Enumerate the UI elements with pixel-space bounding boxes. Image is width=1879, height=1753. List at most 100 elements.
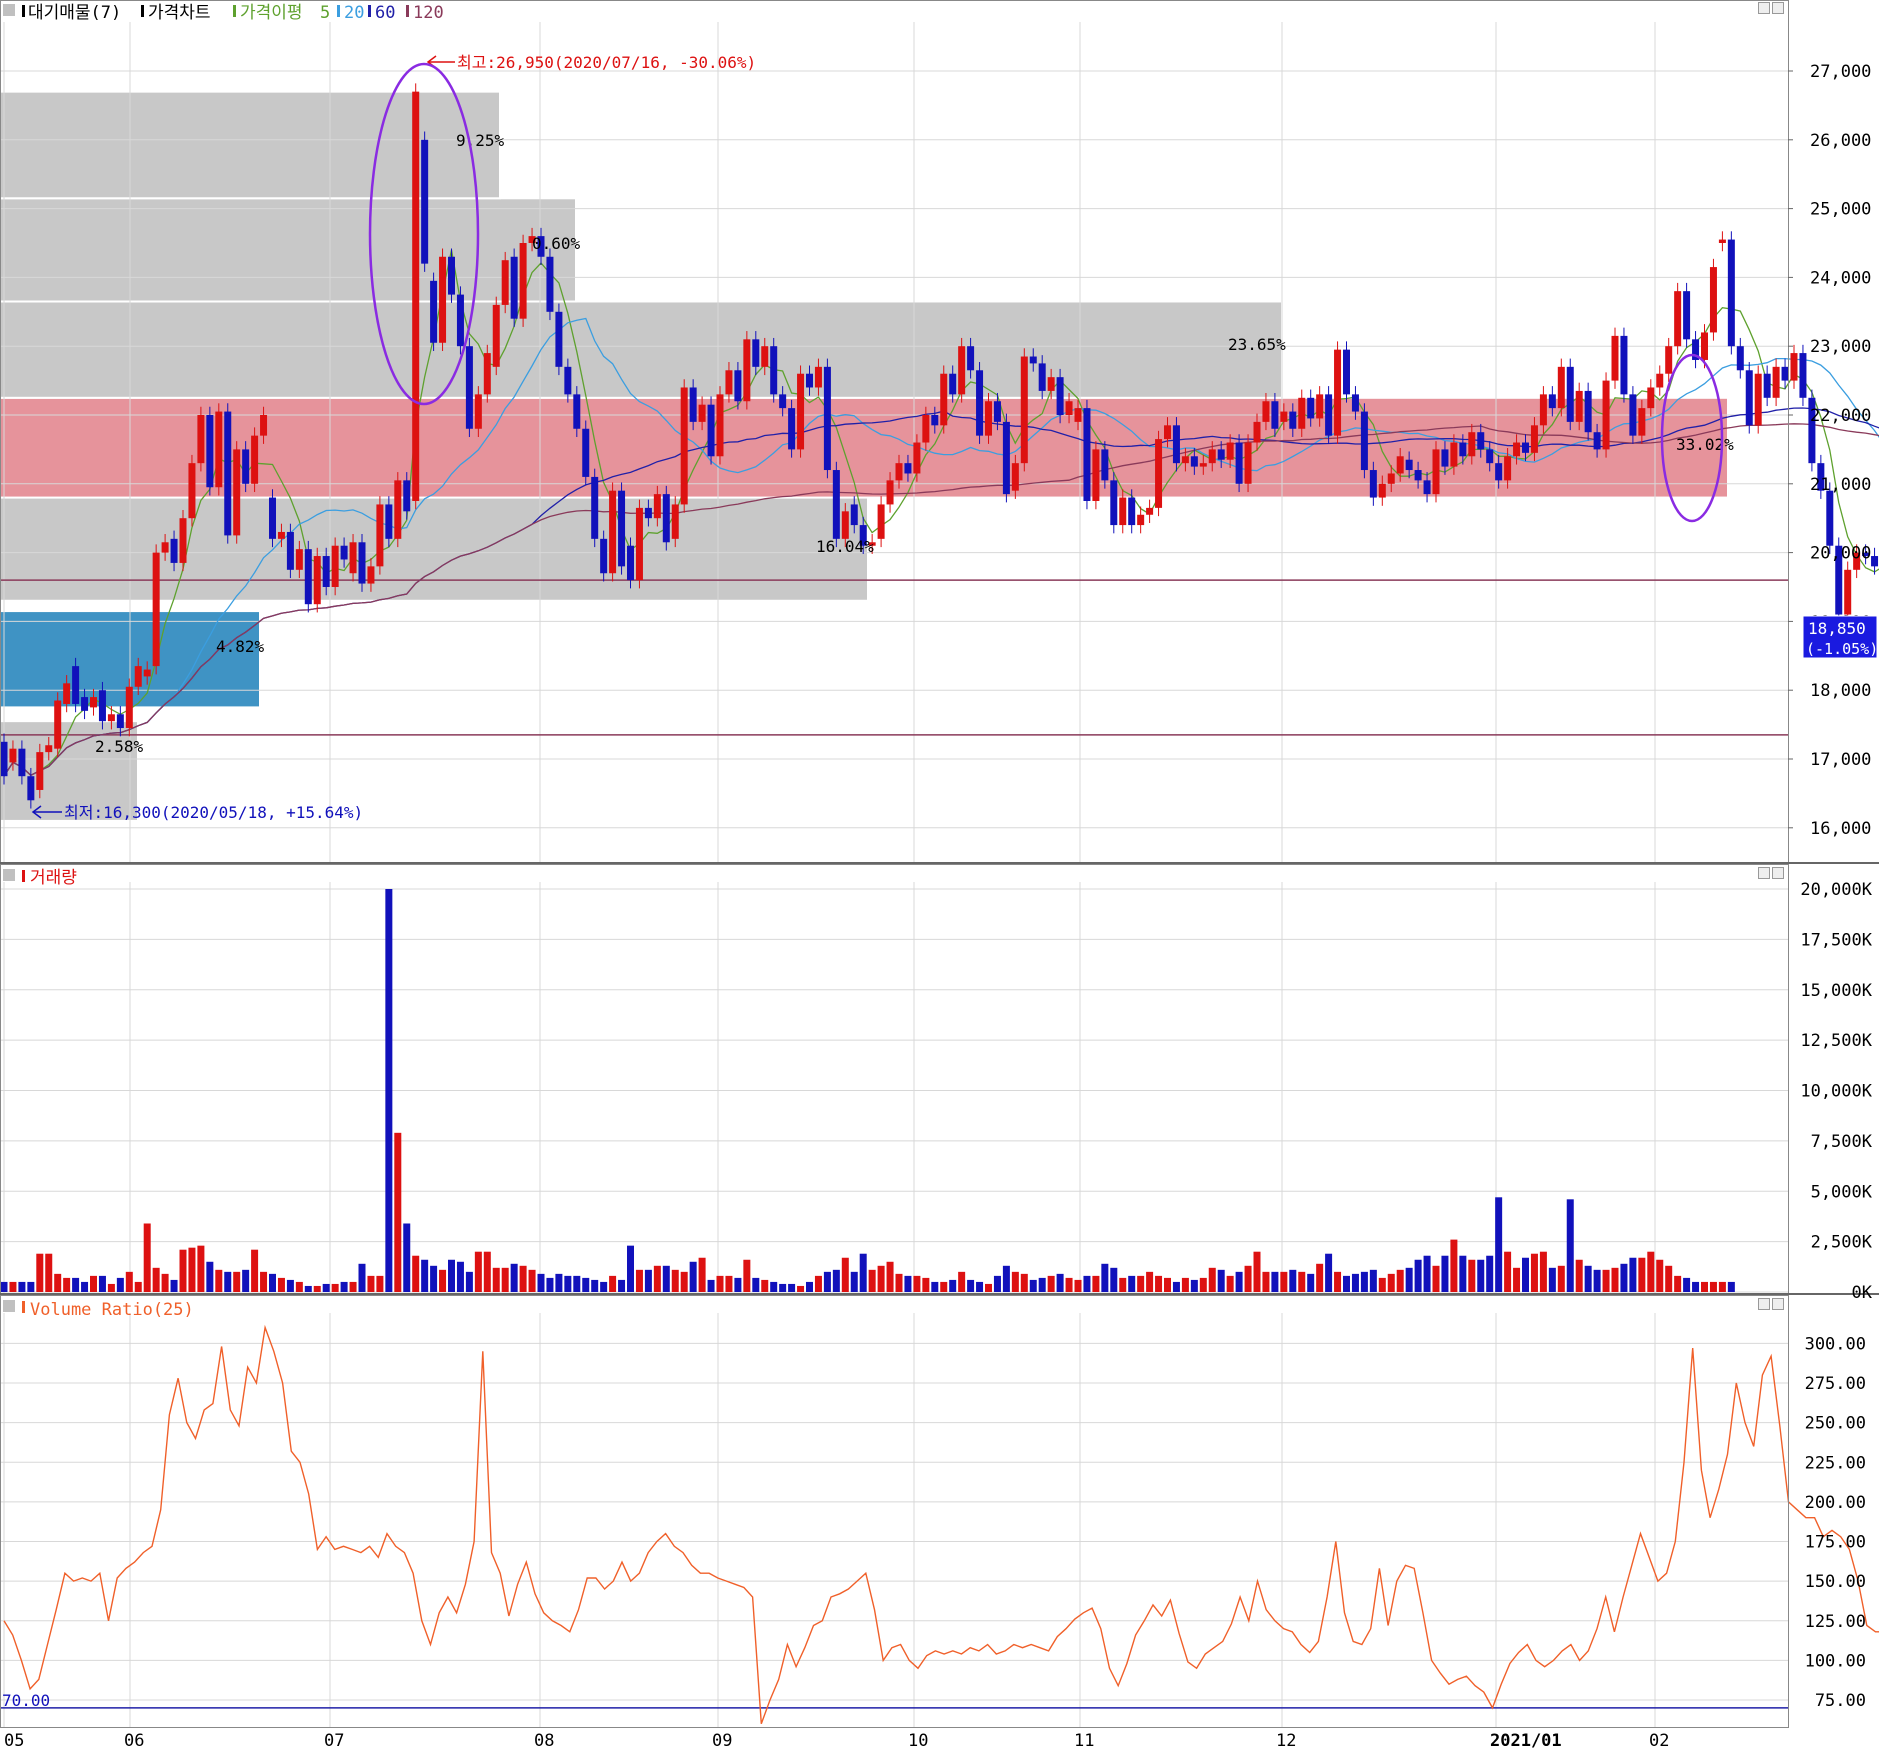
volume-bars-layer xyxy=(0,889,1735,1292)
candle-body xyxy=(81,697,89,711)
volume-bar xyxy=(412,1255,420,1292)
candle-body xyxy=(313,556,321,605)
legend-ma5[interactable]: 5 xyxy=(320,3,330,23)
candle-body xyxy=(170,538,178,563)
legend-volume-profile[interactable]: 대기매물(7) xyxy=(28,3,121,23)
volume-profile-bar xyxy=(0,720,139,822)
volume-y-tick-label: 15,000K xyxy=(1800,981,1872,1001)
volume-bar xyxy=(81,1281,89,1292)
candle-body xyxy=(1826,490,1834,546)
volume-bar xyxy=(170,1279,178,1292)
volume-bar xyxy=(1414,1259,1422,1292)
candle-body xyxy=(1110,480,1118,526)
candle-body xyxy=(1119,497,1127,526)
volume-bar xyxy=(868,1269,876,1292)
candle-body xyxy=(582,428,590,477)
legend-ma120[interactable]: 120 xyxy=(413,3,444,23)
volume-profile-bar xyxy=(0,300,1283,399)
volume-bar xyxy=(483,1251,491,1292)
volume-bar xyxy=(1504,1251,1512,1292)
x-tick-label: 11 xyxy=(1074,1731,1094,1751)
legend-ma-label[interactable]: 가격이평 xyxy=(240,3,303,23)
high-annotation: 최고:26,950(2020/07/16, -30.06%) xyxy=(426,53,756,72)
volume-bar xyxy=(1271,1271,1279,1292)
volume-bar xyxy=(215,1269,223,1292)
candle-body xyxy=(1441,449,1449,467)
panel2-minimize-icon[interactable] xyxy=(1758,867,1770,879)
candle-body xyxy=(125,686,133,729)
candle-body xyxy=(474,394,482,429)
candle-body xyxy=(322,556,330,587)
volume-bar xyxy=(233,1271,241,1292)
volume-y-tick-label: 0K xyxy=(1852,1283,1873,1303)
candle-body xyxy=(761,346,769,367)
volume-bar xyxy=(573,1275,581,1292)
volume-bar xyxy=(1217,1269,1225,1292)
volume-bar xyxy=(1119,1277,1127,1292)
volume-bar xyxy=(895,1273,903,1292)
volume-bar xyxy=(886,1261,894,1292)
volume-bar xyxy=(1638,1257,1646,1292)
candle-body xyxy=(1495,463,1503,481)
candle-body xyxy=(45,745,53,753)
candle-body xyxy=(1718,239,1726,243)
ratio-y-tick-label: 125.00 xyxy=(1805,1612,1866,1632)
volume-bar xyxy=(1522,1257,1529,1292)
candle-body xyxy=(1656,373,1664,388)
legend-ma20[interactable]: 20 xyxy=(344,3,364,23)
candle-body xyxy=(1146,507,1154,515)
candle-body xyxy=(1557,366,1565,409)
volume-bar xyxy=(474,1251,482,1292)
volume-bar xyxy=(161,1273,169,1292)
candle-body xyxy=(1844,569,1852,615)
panel1-close-icon[interactable] xyxy=(1772,2,1784,14)
low-price-label: 최저:16,300(2020/05/18, +15.64%) xyxy=(64,803,363,822)
candle-body xyxy=(1835,545,1843,615)
volume-bar xyxy=(1101,1263,1109,1292)
volume-bar xyxy=(1593,1269,1601,1292)
candle-body xyxy=(1530,425,1538,453)
volume-bar xyxy=(734,1277,742,1292)
candle-body xyxy=(90,697,97,708)
volume-bar xyxy=(1289,1269,1297,1292)
volume-bar xyxy=(1566,1199,1574,1292)
candle-body xyxy=(1754,373,1762,426)
candle-body xyxy=(1002,421,1010,495)
candle-body xyxy=(1396,456,1404,474)
volume-bar xyxy=(1190,1279,1198,1292)
volume-bar xyxy=(394,1132,402,1292)
candle-body xyxy=(1602,380,1610,450)
candle-body xyxy=(456,294,464,347)
volume-bar xyxy=(116,1277,124,1292)
panel2-close-icon[interactable] xyxy=(1772,867,1784,879)
volume-bar xyxy=(671,1269,679,1292)
volume-bar xyxy=(609,1275,617,1292)
profile-pct-label: 9.25% xyxy=(456,131,505,150)
volume-bar xyxy=(98,1275,106,1292)
volume-bar xyxy=(403,1223,411,1292)
volume-bar xyxy=(72,1277,80,1292)
volume-bar xyxy=(421,1259,429,1292)
volume-y-tick-label: 2,500K xyxy=(1811,1233,1873,1253)
volume-bar xyxy=(725,1275,733,1292)
candle-body xyxy=(1011,463,1019,491)
panel1-minimize-icon[interactable] xyxy=(1758,2,1770,14)
candle-body xyxy=(1128,497,1136,526)
ratio-y-tick-label: 75.00 xyxy=(1815,1691,1866,1711)
volume-profile-layer xyxy=(0,90,1729,822)
panel3-minimize-icon[interactable] xyxy=(1758,1298,1770,1310)
volume-bar xyxy=(143,1223,151,1292)
panel3-close-icon[interactable] xyxy=(1772,1298,1784,1310)
volume-bar xyxy=(752,1277,760,1292)
x-tick-label: 10 xyxy=(908,1731,928,1751)
candle-body xyxy=(689,387,697,422)
legend-price-chart[interactable]: 가격차트 xyxy=(148,3,211,23)
volume-bar xyxy=(689,1261,697,1292)
ratio-panel-title: Volume Ratio(25) xyxy=(30,1300,194,1320)
volume-bar xyxy=(1727,1281,1735,1292)
candle-body xyxy=(1871,556,1879,567)
volume-bar xyxy=(555,1273,563,1292)
candle-body xyxy=(1369,470,1377,498)
legend-ma60[interactable]: 60 xyxy=(375,3,395,23)
volume-bar xyxy=(922,1277,930,1292)
